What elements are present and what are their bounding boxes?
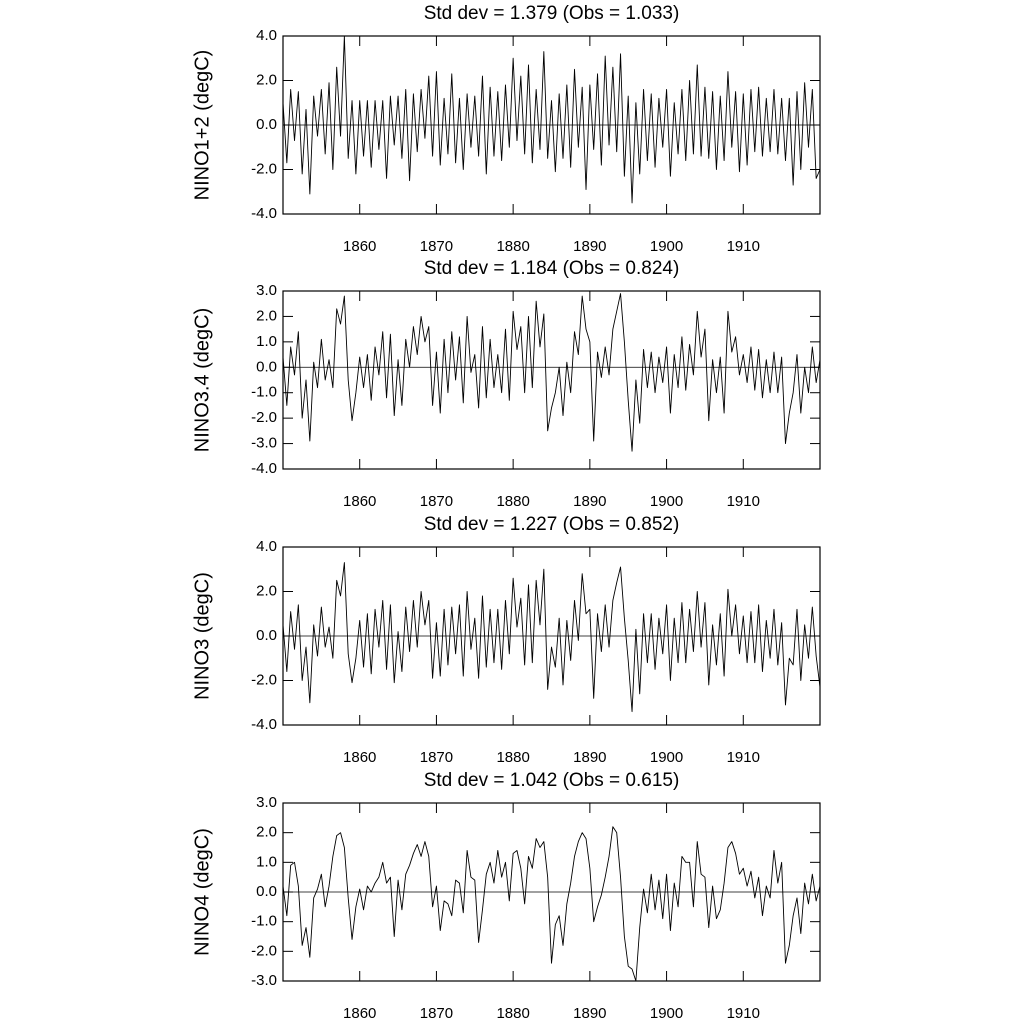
x-tick-label: 1900 <box>650 1005 683 1022</box>
x-tick-label: 1890 <box>573 238 606 255</box>
y-tick-label: 4.0 <box>256 27 277 44</box>
y-tick-label: -2.0 <box>251 942 277 959</box>
x-tick-label: 1880 <box>496 1005 529 1022</box>
y-tick-label: 4.0 <box>256 538 277 555</box>
panel-title: Std dev = 1.042 (Obs = 0.615) <box>424 770 680 791</box>
x-tick-label: 1860 <box>343 1005 376 1022</box>
x-tick-label: 1910 <box>727 749 760 766</box>
panel-title: Std dev = 1.227 (Obs = 0.852) <box>424 514 680 535</box>
x-tick-label: 1910 <box>727 238 760 255</box>
x-tick-label: 1870 <box>420 749 453 766</box>
y-tick-label: 2.0 <box>256 71 277 88</box>
y-tick-label: -2.0 <box>251 409 277 426</box>
x-tick-label: 1880 <box>496 493 529 510</box>
data-line <box>282 826 821 982</box>
data-line <box>282 293 821 452</box>
data-line <box>282 35 821 204</box>
x-tick-label: 1860 <box>343 493 376 510</box>
y-tick-label: -4.0 <box>251 460 277 477</box>
x-tick-label: 1860 <box>343 749 376 766</box>
y-tick-label: -3.0 <box>251 972 277 989</box>
y-tick-label: 2.0 <box>256 824 277 841</box>
x-tick-label: 1870 <box>420 1005 453 1022</box>
y-axis-label: NINO4 (degC) <box>191 828 213 956</box>
y-tick-label: 0.0 <box>256 358 277 375</box>
y-axis-label: NINO1+2 (degC) <box>191 50 213 201</box>
y-tick-label: 3.0 <box>256 794 277 811</box>
x-tick-label: 1860 <box>343 238 376 255</box>
plot-frame <box>282 546 821 726</box>
y-tick-label: -3.0 <box>251 435 277 452</box>
panel-title: Std dev = 1.379 (Obs = 1.033) <box>424 3 680 24</box>
y-axis-label: NINO3.4 (degC) <box>191 308 213 453</box>
y-tick-label: 2.0 <box>256 307 277 324</box>
x-tick-label: 1870 <box>420 493 453 510</box>
y-tick-label: -1.0 <box>251 913 277 930</box>
x-tick-label: 1890 <box>573 493 606 510</box>
x-tick-label: 1890 <box>573 749 606 766</box>
y-tick-label: 3.0 <box>256 282 277 299</box>
y-tick-label: 0.0 <box>256 627 277 644</box>
x-tick-label: 1880 <box>496 238 529 255</box>
x-tick-label: 1910 <box>727 1005 760 1022</box>
y-tick-label: 2.0 <box>256 582 277 599</box>
panel-title: Std dev = 1.184 (Obs = 0.824) <box>424 258 680 279</box>
x-tick-label: 1880 <box>496 749 529 766</box>
plot-frame <box>282 802 821 982</box>
y-tick-label: -4.0 <box>251 205 277 222</box>
y-tick-label: 1.0 <box>256 853 277 870</box>
x-tick-label: 1870 <box>420 238 453 255</box>
y-tick-label: -2.0 <box>251 671 277 688</box>
data-line <box>282 562 821 713</box>
plot-frame <box>282 35 821 215</box>
y-axis-label: NINO3 (degC) <box>191 572 213 700</box>
y-tick-label: -4.0 <box>251 716 277 733</box>
y-tick-label: 0.0 <box>256 883 277 900</box>
x-tick-label: 1900 <box>650 238 683 255</box>
y-tick-label: 1.0 <box>256 333 277 350</box>
y-tick-label: -2.0 <box>251 160 277 177</box>
x-tick-label: 1900 <box>650 493 683 510</box>
x-tick-label: 1890 <box>573 1005 606 1022</box>
x-tick-label: 1910 <box>727 493 760 510</box>
y-tick-label: 0.0 <box>256 116 277 133</box>
y-tick-label: -1.0 <box>251 384 277 401</box>
plot-frame <box>282 290 821 470</box>
x-tick-label: 1900 <box>650 749 683 766</box>
